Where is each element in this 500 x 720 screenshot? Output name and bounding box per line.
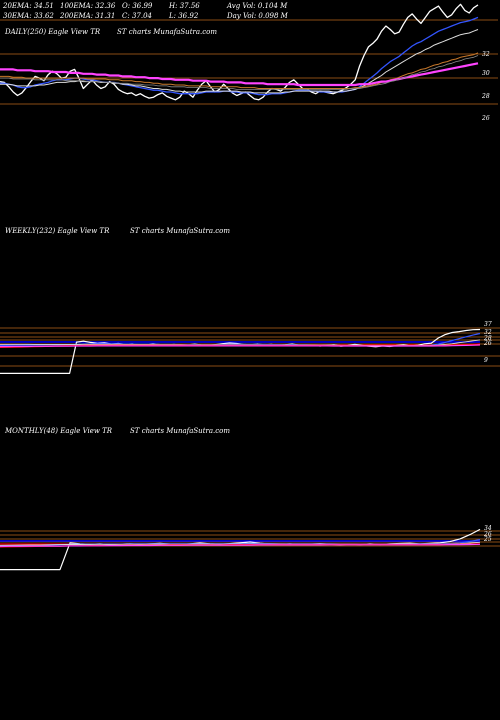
stat-high: H: 37.56 — [169, 2, 200, 10]
daily-price-line — [0, 3, 479, 101]
stat-ema30: 30EMA: 33.62 — [3, 12, 54, 20]
stat-ema200: 200EMA: 31.31 — [60, 12, 116, 20]
weekly-y-tick-label: 28 — [483, 335, 492, 342]
daily-caption-right: ST charts MunafaSutra.com — [117, 28, 218, 36]
stats-row-2: 30EMA: 33.62 200EMA: 31.31 C: 37.04 L: 3… — [3, 11, 317, 21]
daily-y-tick-label: 30 — [482, 70, 490, 77]
monthly-caption-left: MONTHLY(48) Eagle View TR — [5, 427, 113, 435]
weekly-y-tick-label: 37 — [484, 321, 492, 328]
weekly-y-tick-label: 9 — [484, 357, 488, 364]
daily-y-tick-label: 26 — [481, 115, 490, 122]
monthly-caption-right: ST charts MunafaSutra.com — [130, 427, 231, 435]
weekly-ema200-line — [0, 344, 481, 348]
daily-ema100-line — [0, 52, 479, 89]
daily-y-tick-label: 32 — [482, 51, 490, 58]
monthly-y-tick-label: 26 — [483, 531, 492, 538]
stat-avg-vol: Avg Vol: 0.104 M — [227, 2, 288, 10]
stat-day-vol: Day Vol: 0.098 M — [227, 12, 288, 20]
stat-ema20: 20EMA: 34.51 — [3, 2, 54, 10]
weekly-caption-right: ST charts MunafaSutra.com — [130, 227, 231, 235]
weekly-caption-left: WEEKLY(232) Eagle View TR — [5, 227, 110, 235]
daily-caption-left: DAILY(250) Eagle View TR — [5, 28, 101, 36]
monthly-y-tick-label: 25 — [483, 536, 492, 543]
monthly-ema200-line — [0, 543, 481, 548]
weekly-y-tick-label: 26 — [483, 340, 492, 347]
weekly-price-line — [0, 328, 481, 374]
weekly-y-tick-label: 32 — [484, 329, 492, 336]
stats-panel: 20EMA: 34.51 100EMA: 32.36 O: 36.99 H: 3… — [3, 1, 317, 21]
stat-low: L: 36.92 — [169, 12, 199, 20]
monthly-price-line — [0, 528, 481, 571]
daily-avg-line — [0, 55, 479, 90]
stat-close: C: 37.04 — [122, 12, 152, 20]
stat-ema100: 100EMA: 32.36 — [60, 2, 116, 10]
daily-y-tick-label: 28 — [481, 93, 490, 100]
stat-open: O: 36.99 — [122, 2, 153, 10]
stats-row-1: 20EMA: 34.51 100EMA: 32.36 O: 36.99 H: 3… — [3, 1, 317, 11]
monthly-y-tick-label: 34 — [484, 525, 492, 532]
